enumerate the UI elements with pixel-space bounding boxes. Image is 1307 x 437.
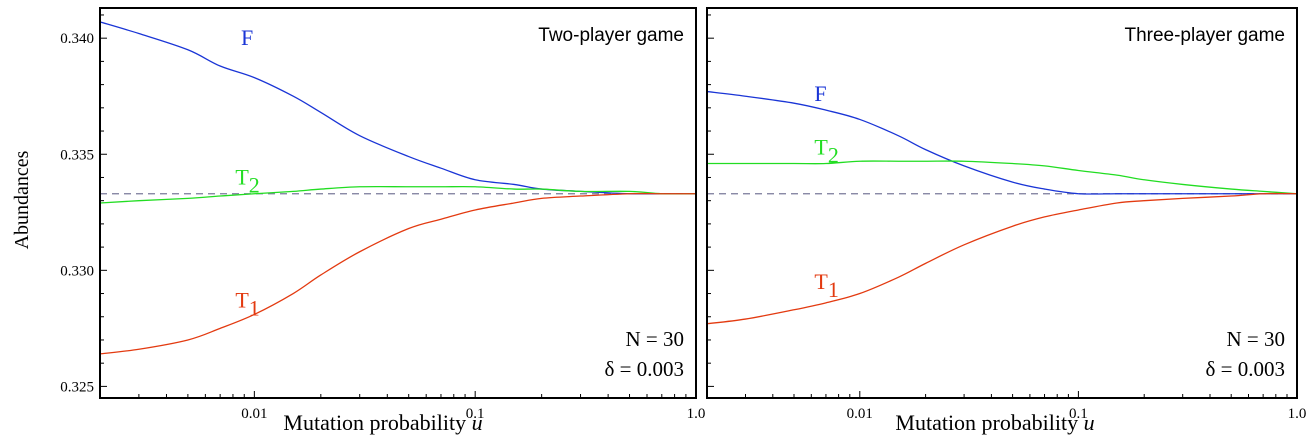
x-tick-label: 0.1 xyxy=(1069,406,1088,422)
series-label-subscript: 2 xyxy=(249,172,260,197)
x-tick-label: 0.01 xyxy=(241,406,267,422)
series-label-main: T xyxy=(814,134,828,159)
x-axis-label-left-var: u xyxy=(472,410,483,435)
y-tick-label: 0.330 xyxy=(60,263,94,279)
x-axis-label-right: Mutation probability u xyxy=(895,410,1094,435)
series-label-subscript: 1 xyxy=(828,277,839,302)
series-label-subscript: 2 xyxy=(828,142,839,167)
series-group xyxy=(100,21,696,355)
x-axis-label-left-text: Mutation probability xyxy=(283,410,471,435)
annotation-n: N = 30 xyxy=(1226,327,1285,351)
x-tick-label: 1.0 xyxy=(687,406,706,422)
series-label-main: F xyxy=(814,81,826,106)
series-label-t1: T1 xyxy=(235,287,259,320)
x-axis-label-right-var: u xyxy=(1084,410,1095,435)
x-tick-label: 1.0 xyxy=(1288,406,1307,422)
y-tick-label: 0.325 xyxy=(60,379,94,395)
series-label-f: F xyxy=(814,81,826,106)
series-line-f xyxy=(100,21,696,195)
plot-frame xyxy=(99,7,697,399)
annotation-n: N = 30 xyxy=(625,327,684,351)
series-label-f: F xyxy=(241,25,253,50)
series-line-f xyxy=(707,90,1297,195)
x-tick-label: 0.01 xyxy=(847,406,873,422)
series-label-t2: T2 xyxy=(235,164,259,197)
plot-frame xyxy=(706,7,1298,399)
x-tick-label: 0.1 xyxy=(466,406,485,422)
y-tick-label: 0.335 xyxy=(60,147,94,163)
panel-title: Two-player game xyxy=(538,25,684,46)
annotation-delta: δ = 0.003 xyxy=(605,357,685,381)
series-label-subscript: 1 xyxy=(249,295,260,320)
annotation-delta: δ = 0.003 xyxy=(1206,357,1286,381)
series-label-main: T xyxy=(814,269,828,294)
series-label-t1: T1 xyxy=(814,269,838,302)
series-line-t2 xyxy=(707,160,1297,195)
series-label-main: F xyxy=(241,25,253,50)
series-label-t2: T2 xyxy=(814,134,838,167)
y-axis-label: Abundances xyxy=(11,150,33,249)
x-axis-label-right-text: Mutation probability xyxy=(895,410,1083,435)
x-axis-label-left: Mutation probability u xyxy=(283,410,482,435)
y-tick-label: 0.340 xyxy=(60,31,94,47)
series-line-t1 xyxy=(100,192,696,355)
series-line-t2 xyxy=(100,185,696,204)
series-label-main: T xyxy=(235,164,249,189)
series-group xyxy=(707,90,1297,325)
series-line-t1 xyxy=(707,192,1297,325)
panel-title: Three-player game xyxy=(1124,25,1285,46)
series-label-main: T xyxy=(235,287,249,312)
